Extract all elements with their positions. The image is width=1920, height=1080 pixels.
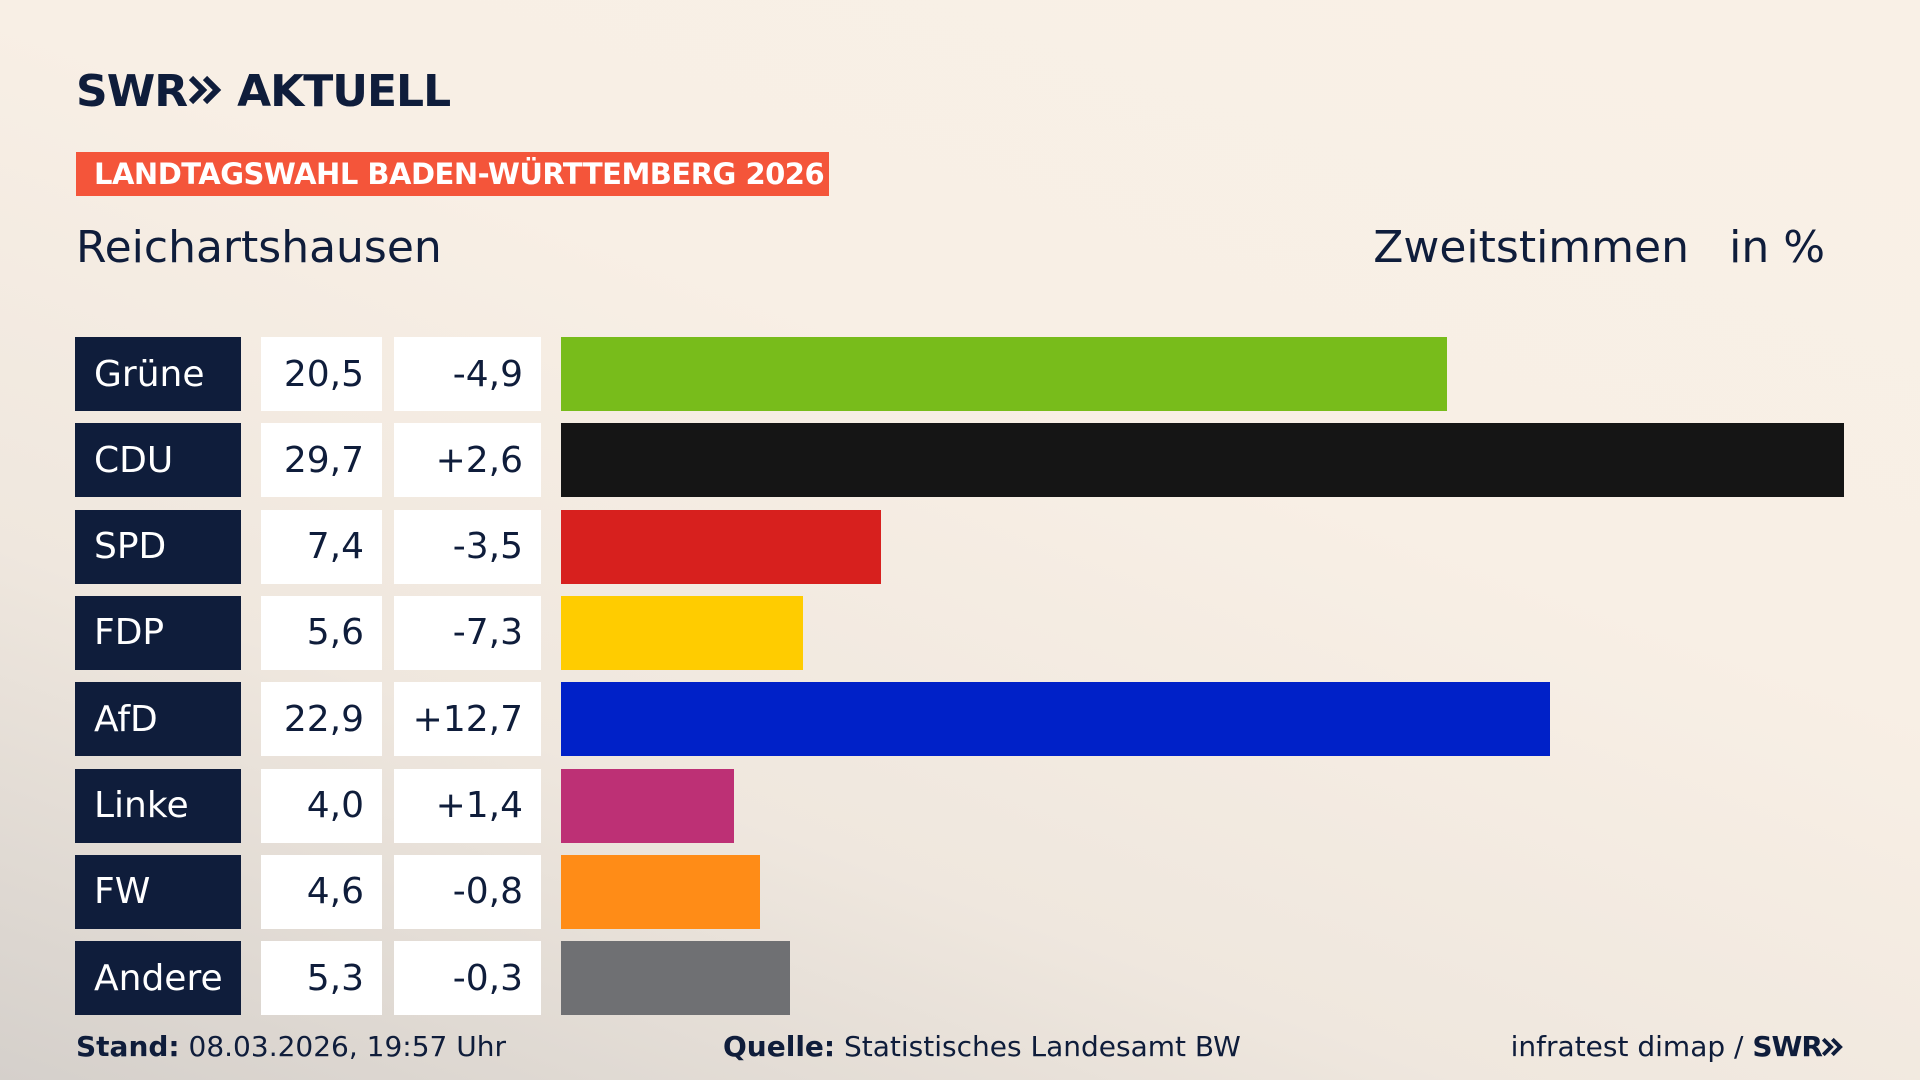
bar: [561, 423, 1844, 498]
bar: [561, 509, 881, 584]
date-note: Stand: 08.03.2026, 19:57 Uhr: [76, 1030, 506, 1063]
change-label: +2,6: [394, 423, 541, 498]
logo-chevrons: [188, 75, 222, 105]
value-label: 5,3: [261, 941, 382, 1016]
credit-note: infratest dimap / SWR: [1511, 1030, 1844, 1063]
credit: infratest dimap /: [1510, 1030, 1744, 1063]
logo-text: SWR: [76, 66, 188, 117]
value-label: 22,9: [261, 682, 382, 757]
change-label: +12,7: [394, 682, 541, 757]
bar: [561, 854, 760, 929]
bar: [561, 595, 803, 670]
source-note: Quelle: Statistisches Landesamt BW: [723, 1030, 1241, 1063]
change-label: -4,9: [394, 337, 541, 411]
source-label: Quelle:: [723, 1030, 836, 1063]
credit-chevrons: [1822, 1037, 1843, 1056]
chart-title: Reichartshausen: [76, 222, 442, 273]
value-label: 4,0: [261, 768, 382, 843]
date-label: Stand:: [76, 1030, 180, 1063]
measure: Zweitstimmen: [1373, 222, 1689, 273]
bar: [561, 768, 734, 843]
party-label: SPD: [75, 509, 241, 584]
party-label: FW: [75, 854, 241, 929]
party-label: AfD: [75, 682, 241, 757]
unit: in %: [1729, 222, 1825, 273]
bar: [561, 682, 1551, 757]
change-label: +1,4: [394, 768, 541, 843]
value-label: 20,5: [261, 337, 382, 411]
change-label: -0,3: [394, 941, 541, 1016]
change-label: -3,5: [394, 509, 541, 584]
party-label: FDP: [75, 595, 241, 670]
value-label: 5,6: [261, 595, 382, 670]
logo: SWR AKTUELL: [76, 66, 451, 117]
party-label: CDU: [75, 423, 241, 498]
party-label: Linke: [75, 768, 241, 843]
source: Statistisches Landesamt BW: [844, 1030, 1241, 1063]
change-label: -7,3: [394, 595, 541, 670]
brand-text: AKTUELL: [237, 66, 451, 117]
bar: [561, 941, 790, 1016]
bar: [561, 337, 1447, 411]
change-label: -0,8: [394, 854, 541, 929]
party-label: Grüne: [75, 337, 241, 411]
banner: LANDTAGSWAHL BADEN-WÜRTTEMBERG 2026: [76, 152, 829, 196]
value-label: 4,6: [261, 854, 382, 929]
date: 08.03.2026, 19:57 Uhr: [188, 1030, 506, 1063]
party-label: Andere: [75, 941, 241, 1016]
credit-logo: SWR: [1752, 1030, 1823, 1063]
value-label: 7,4: [261, 509, 382, 584]
value-label: 29,7: [261, 423, 382, 498]
